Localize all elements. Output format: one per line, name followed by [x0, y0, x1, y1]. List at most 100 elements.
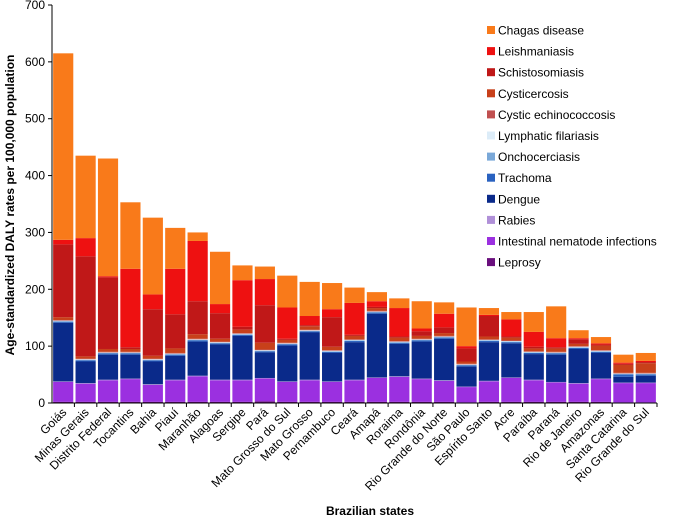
bar-segment — [322, 351, 343, 353]
bar-segment — [411, 340, 432, 342]
bar-segment — [299, 326, 320, 330]
bar-segment — [232, 280, 253, 327]
bar-segment — [120, 379, 141, 402]
bar-segment — [299, 401, 320, 403]
bar-segment — [568, 346, 589, 348]
bar-segment — [53, 381, 74, 382]
bar-segment — [434, 335, 455, 337]
bar-segment — [568, 401, 589, 403]
bar-segment — [590, 343, 612, 345]
bar-segment — [635, 383, 656, 403]
bar-segment — [456, 364, 477, 366]
bar-segment — [254, 352, 275, 378]
bar-segment — [97, 379, 119, 381]
bar-segment — [389, 376, 410, 402]
bar-segment — [142, 294, 163, 310]
bar-segment — [411, 401, 432, 403]
bar-segment — [53, 317, 74, 320]
bar-segment — [322, 352, 343, 382]
bar-segment — [478, 314, 500, 317]
bar-segment — [546, 354, 567, 382]
bar-segment — [232, 333, 253, 335]
bar-segment — [456, 365, 477, 367]
bar-segment — [254, 305, 275, 343]
bar-segment — [590, 350, 612, 351]
bar-segment — [635, 375, 656, 383]
bar-segment — [142, 359, 163, 360]
bar-segment — [142, 355, 163, 359]
bar-segment — [299, 332, 320, 380]
bar-segment — [120, 351, 141, 353]
bar-segment — [411, 335, 432, 339]
bar-segment — [277, 343, 298, 344]
bar-segment — [590, 401, 612, 403]
bar-segment — [277, 381, 298, 402]
bar-segment — [142, 358, 163, 360]
bar-segment — [187, 232, 208, 241]
bar-segment — [568, 330, 589, 339]
bar-segment — [501, 401, 522, 403]
bar-segment — [411, 341, 432, 379]
bar-segment — [322, 350, 343, 352]
bar-segment — [366, 312, 387, 313]
bar-segment — [322, 351, 343, 352]
bar-segment — [523, 380, 544, 402]
bar-segment — [434, 313, 455, 328]
bar-segment — [299, 330, 320, 332]
bar-segment — [344, 302, 365, 335]
bar-segment — [568, 339, 589, 344]
bar-segment — [590, 344, 612, 346]
bar-segment — [142, 360, 163, 362]
bar-segment — [478, 336, 500, 340]
bar-segment — [478, 342, 500, 381]
bar-segment — [635, 374, 656, 376]
bar-segment — [209, 342, 231, 343]
bar-segment — [254, 351, 275, 353]
bar-segment — [568, 383, 589, 384]
bar-segment — [75, 360, 96, 362]
bar-segment — [523, 352, 544, 353]
bar-segment — [299, 330, 320, 331]
y-tick-label: 300 — [25, 225, 45, 239]
bar-segment — [142, 359, 163, 361]
bar-segment — [187, 376, 208, 402]
bar-segment — [53, 53, 74, 240]
bar-segment — [187, 334, 208, 339]
bar-segment — [568, 346, 589, 347]
bar-segment — [523, 379, 544, 381]
bar-segment — [299, 379, 320, 381]
legend-swatch — [487, 131, 495, 140]
bar-segment — [456, 348, 477, 362]
bar-segment — [613, 374, 634, 375]
bar-segment — [75, 359, 96, 361]
bar-segment — [366, 311, 387, 313]
bar-segment — [546, 306, 567, 339]
bar-segment — [187, 340, 208, 342]
bar-segment — [344, 335, 365, 340]
bar-segment — [209, 251, 231, 305]
bar-segment — [97, 351, 119, 353]
legend-label: Chagas disease — [498, 24, 584, 38]
bar-segment — [277, 343, 298, 345]
bar-segment — [546, 338, 567, 348]
bar-segment — [523, 351, 544, 353]
legend-label: Dengue — [498, 192, 540, 206]
bar-segment — [322, 401, 343, 403]
bar-segment — [546, 352, 567, 353]
legend-label: Lymphatic filariasis — [498, 129, 599, 143]
bar-segment — [546, 353, 567, 355]
bar-segment — [97, 401, 119, 403]
bar-segment — [53, 381, 74, 402]
bar-segment — [613, 383, 634, 403]
bar-segment — [389, 336, 410, 338]
bar-segment — [411, 301, 432, 329]
bar-segment — [187, 339, 208, 340]
bar-segment — [366, 313, 387, 378]
bar-segment — [120, 202, 141, 269]
bar-segment — [344, 379, 365, 381]
bar-segment — [322, 309, 343, 318]
legend-label: Rabies — [498, 213, 535, 227]
bar-segment — [344, 341, 365, 343]
bar-segment — [613, 372, 634, 374]
bar-segment — [165, 268, 186, 315]
